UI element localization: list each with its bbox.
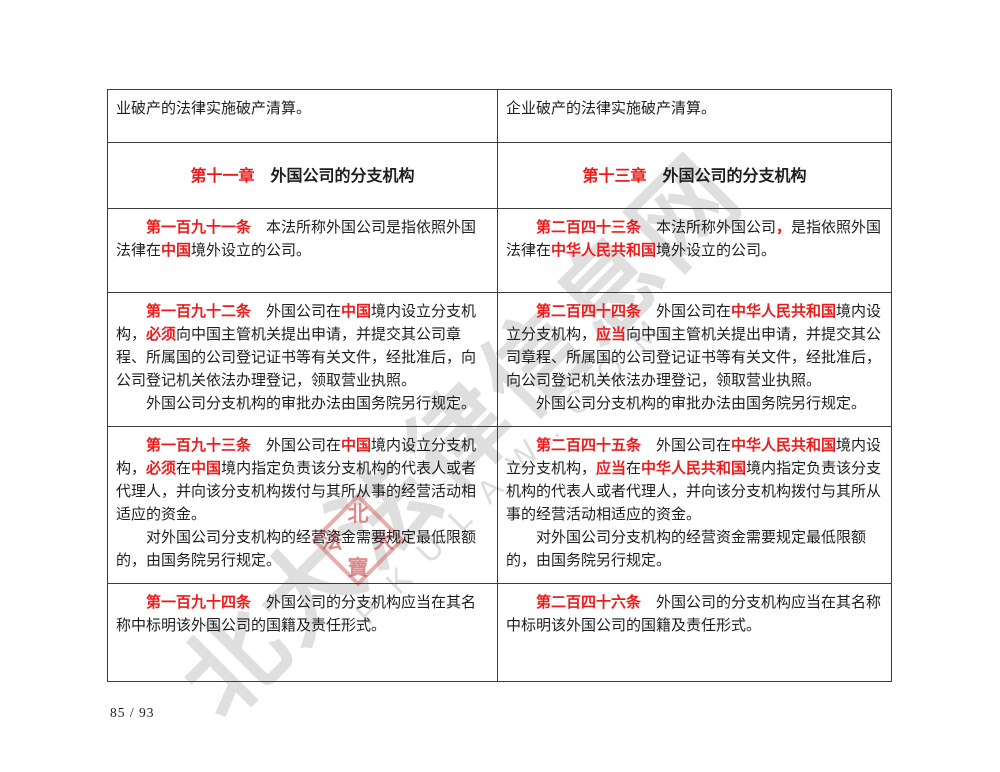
old-law-cell: 第十一章 外国公司的分支机构 [108, 143, 498, 208]
text-run [254, 168, 270, 185]
text-run: 向中国主管机关提出申请，并提交其公司章程、所属国的公司登记证书等有关文件，经批准… [116, 327, 477, 389]
paragraph: 业破产的法律实施破产清算。 [116, 98, 489, 121]
red-highlight: 应当 [596, 327, 627, 343]
text-run: 境内设立分支机构， [116, 304, 477, 343]
old-law-cell: 第一百九十二条 外国公司在中国境内设立分支机构，必须向中国主管机关提出申请，并提… [108, 293, 498, 426]
new-law-cell: 第二百四十六条 外国公司的分支机构应当在其名称中标明该外国公司的国籍及责任形式。 [498, 584, 891, 681]
red-highlight: 第十一章 [190, 168, 255, 185]
paragraph: 第一百九十三条 外国公司在中国境内设立分支机构，必须在中国境内指定负责该分支机构… [116, 435, 489, 527]
text-run: 在 [626, 461, 642, 477]
red-highlight: 应当 [596, 461, 627, 477]
text-run: 外国公司在 [251, 438, 342, 454]
law-comparison-table: 业破产的法律实施破产清算。 企业破产的法律实施破产清算。第十一章 外国公司的分支机… [107, 89, 892, 682]
red-highlight: 第一百九十二条 [146, 304, 252, 320]
text-run: 外国公司的分支机构 [662, 168, 807, 185]
text-run: 外国公司分支机构的审批办法由国务院另行规定。 [536, 396, 867, 412]
red-highlight: 第二百四十六条 [536, 595, 642, 611]
text-run: 对外国公司分支机构的经营资金需要规定最低限额的，由国务院另行规定。 [116, 530, 477, 569]
paragraph: 对外国公司分支机构的经营资金需要规定最低限额的，由国务院另行规定。 [506, 527, 883, 573]
text-run: 企业破产的法律实施破产清算。 [506, 101, 717, 117]
text-run: 外国公司的分支机构应当在其名称中标明该外国公司的国籍及责任形式。 [506, 595, 882, 634]
table-row: 第十一章 外国公司的分支机构 第十三章 外国公司的分支机构 [108, 142, 891, 208]
chapter-heading: 第十一章 外国公司的分支机构 [190, 165, 414, 188]
chapter-heading: 第十三章 外国公司的分支机构 [582, 165, 806, 188]
red-highlight: 第二百四十四条 [536, 304, 642, 320]
new-law-cell: 企业破产的法律实施破产清算。 [498, 90, 891, 142]
paragraph: 第二百四十四条 外国公司在中华人民共和国境内设立分支机构，应当向中国主管机关提出… [506, 301, 883, 393]
text-run: 境外设立的公司。 [656, 243, 777, 259]
red-highlight: 第二百四十五条 [536, 438, 642, 454]
paragraph: 第一百九十四条 外国公司的分支机构应当在其名称中标明该外国公司的国籍及责任形式。 [116, 592, 489, 638]
red-highlight: 中国 [341, 438, 372, 454]
table-row: 业破产的法律实施破产清算。 企业破产的法律实施破产清算。 [108, 90, 891, 142]
text-run: 外国公司在 [641, 438, 732, 454]
new-law-cell: 第二百四十五条 外国公司在中华人民共和国境内设立分支机构，应当在中华人民共和国境… [498, 427, 891, 583]
text-run: 境内设立分支机构， [506, 438, 882, 477]
old-law-cell: 第一百九十三条 外国公司在中国境内设立分支机构，必须在中国境内指定负责该分支机构… [108, 427, 498, 583]
paragraph: 企业破产的法律实施破产清算。 [506, 98, 883, 121]
old-law-cell: 业破产的法律实施破产清算。 [108, 90, 498, 142]
red-highlight: 中华人民共和国 [731, 438, 837, 454]
red-highlight: 中华人民共和国 [551, 243, 657, 259]
paragraph: 第一百九十一条 本法所称外国公司是指依照外国法律在中国境外设立的公司。 [116, 217, 489, 263]
paragraph: 外国公司分支机构的审批办法由国务院另行规定。 [506, 393, 883, 416]
new-law-cell: 第十三章 外国公司的分支机构 [498, 143, 891, 208]
red-highlight: 中华人民共和国 [641, 461, 747, 477]
red-highlight: 第一百九十一条 [146, 220, 252, 236]
red-highlight: 必须 [146, 327, 177, 343]
red-highlight: 中国 [161, 243, 192, 259]
text-run: 外国公司分支机构的审批办法由国务院另行规定。 [146, 396, 477, 412]
text-run: 本法所称外国公司是指依照外国法律在 [116, 220, 477, 259]
text-run: 外国公司的分支机构 [270, 168, 415, 185]
text-run: 本法所称外国公司 [641, 220, 777, 236]
old-law-cell: 第一百九十四条 外国公司的分支机构应当在其名称中标明该外国公司的国籍及责任形式。 [108, 584, 498, 681]
red-highlight: 第一百九十三条 [146, 438, 252, 454]
text-run: 向中国主管机关提出申请，并提交其公司章程、所属国的公司登记证书等有关文件，经批准… [506, 327, 882, 389]
text-run: 是指依照外国法律在 [506, 220, 882, 259]
text-run: 外国公司在 [641, 304, 732, 320]
text-run: 境内设立分支机构， [116, 438, 477, 477]
text-run: 对外国公司分支机构的经营资金需要规定最低限额的，由国务院另行规定。 [506, 530, 867, 569]
paragraph: 外国公司分支机构的审批办法由国务院另行规定。 [116, 393, 489, 416]
text-run: 境内指定负责该分支机构的代表人或者代理人，并向该分支机构拨付与其所从事的经营活动… [506, 461, 882, 523]
red-highlight: 第一百九十四条 [146, 595, 252, 611]
paragraph: 第一百九十二条 外国公司在中国境内设立分支机构，必须向中国主管机关提出申请，并提… [116, 301, 489, 393]
table-row: 第一百九十三条 外国公司在中国境内设立分支机构，必须在中国境内指定负责该分支机构… [108, 426, 891, 583]
text-run: 外国公司在 [251, 304, 342, 320]
paragraph: 第二百四十五条 外国公司在中华人民共和国境内设立分支机构，应当在中华人民共和国境… [506, 435, 883, 527]
table-row: 第一百九十四条 外国公司的分支机构应当在其名称中标明该外国公司的国籍及责任形式。… [108, 583, 891, 681]
red-highlight: ， [776, 220, 792, 236]
old-law-cell: 第一百九十一条 本法所称外国公司是指依照外国法律在中国境外设立的公司。 [108, 209, 498, 292]
text-run: 在 [176, 461, 192, 477]
text-run: 外国公司的分支机构应当在其名称中标明该外国公司的国籍及责任形式。 [116, 595, 477, 634]
page-number: 85 / 93 [110, 705, 155, 720]
new-law-cell: 第二百四十四条 外国公司在中华人民共和国境内设立分支机构，应当向中国主管机关提出… [498, 293, 891, 426]
new-law-cell: 第二百四十三条 本法所称外国公司，是指依照外国法律在中华人民共和国境外设立的公司… [498, 209, 891, 292]
text-run: 境内设立分支机构， [506, 304, 882, 343]
paragraph: 第二百四十三条 本法所称外国公司，是指依照外国法律在中华人民共和国境外设立的公司… [506, 217, 883, 263]
text-run [646, 168, 662, 185]
red-highlight: 中国 [191, 461, 222, 477]
red-highlight: 中华人民共和国 [731, 304, 837, 320]
paragraph: 对外国公司分支机构的经营资金需要规定最低限额的，由国务院另行规定。 [116, 527, 489, 573]
red-highlight: 第十三章 [582, 168, 647, 185]
table-row: 第一百九十一条 本法所称外国公司是指依照外国法律在中国境外设立的公司。 第二百四十… [108, 208, 891, 292]
table-row: 第一百九十二条 外国公司在中国境内设立分支机构，必须向中国主管机关提出申请，并提… [108, 292, 891, 426]
text-run: 业破产的法律实施破产清算。 [116, 101, 312, 117]
paragraph: 第二百四十六条 外国公司的分支机构应当在其名称中标明该外国公司的国籍及责任形式。 [506, 592, 883, 638]
text-run: 境内指定负责该分支机构的代表人或者代理人，并向该分支机构拨付与其所从事的经营活动… [116, 461, 477, 523]
red-highlight: 第二百四十三条 [536, 220, 642, 236]
text-run: 境外设立的公司。 [191, 243, 312, 259]
red-highlight: 中国 [341, 304, 372, 320]
red-highlight: 必须 [146, 461, 177, 477]
